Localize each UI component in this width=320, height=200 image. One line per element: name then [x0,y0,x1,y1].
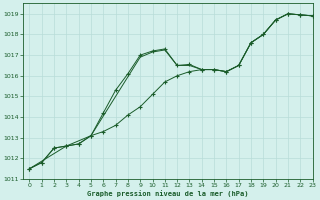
X-axis label: Graphe pression niveau de la mer (hPa): Graphe pression niveau de la mer (hPa) [87,190,249,197]
